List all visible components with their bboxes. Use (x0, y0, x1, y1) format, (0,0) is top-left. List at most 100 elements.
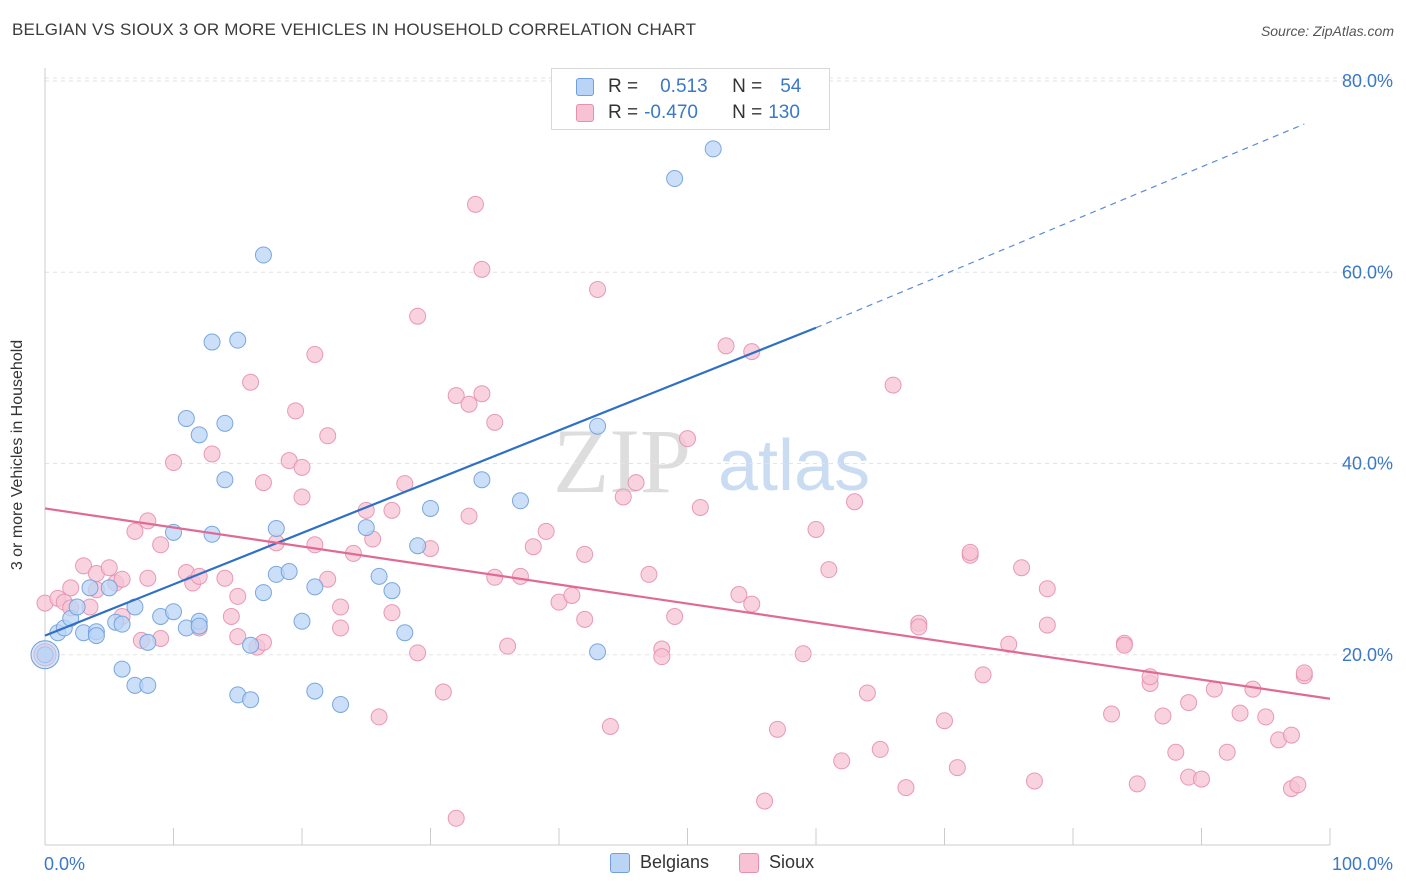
data-point (666, 608, 684, 625)
watermark-atlas: atlas (718, 426, 870, 506)
data-point (499, 637, 517, 655)
data-point (1231, 704, 1249, 722)
x-tick-label: 0.0% (44, 854, 85, 874)
data-point (627, 474, 645, 492)
data-point (640, 565, 658, 583)
data-point (280, 563, 298, 581)
data-point (126, 522, 144, 540)
data-point (306, 345, 324, 363)
data-point (1205, 680, 1223, 698)
data-point (846, 493, 864, 511)
data-point (216, 569, 234, 587)
data-point (1025, 772, 1043, 790)
data-point (589, 417, 607, 435)
data-point (139, 676, 157, 694)
data-point (704, 140, 722, 158)
legend-n-label: N = (732, 102, 763, 123)
data-point (614, 488, 632, 506)
tick-labels: 20.0% 40.0% 60.0% 80.0% 0.0% 100.0% (44, 71, 1393, 874)
data-point (254, 246, 272, 264)
data-point (524, 538, 542, 556)
legend-item-sioux[interactable]: Sioux (739, 852, 814, 873)
data-point (1154, 707, 1172, 725)
legend-swatch-belgians (610, 852, 630, 873)
data-point (203, 333, 221, 351)
data-point (576, 610, 594, 628)
data-point (511, 492, 529, 510)
data-point (100, 579, 118, 597)
data-point (409, 644, 427, 662)
data-point (486, 413, 504, 431)
data-point (319, 427, 337, 445)
legend-r-value: 0.513 (660, 76, 708, 97)
axes (44, 68, 1331, 846)
data-point (229, 331, 247, 349)
data-point (370, 708, 388, 726)
data-point (768, 720, 786, 738)
data-point (306, 536, 324, 554)
data-point (653, 648, 671, 666)
data-point (1282, 726, 1300, 744)
data-point (1257, 708, 1275, 726)
data-point (152, 536, 170, 554)
data-point (563, 586, 581, 604)
data-point (1013, 559, 1031, 577)
data-point (447, 809, 465, 827)
data-point (511, 567, 529, 585)
legend-row-sioux: R = -0.470 N = 130 (576, 101, 800, 125)
data-point (794, 645, 812, 663)
data-point (1103, 705, 1121, 723)
data-point (287, 402, 305, 420)
data-point (833, 752, 851, 770)
data-point (1193, 770, 1210, 788)
y-tick-label: 80.0% (1342, 71, 1393, 91)
data-point (242, 636, 260, 654)
data-point (1115, 636, 1133, 654)
data-point (87, 627, 105, 645)
data-point (473, 260, 491, 278)
data-point (1295, 664, 1313, 682)
data-point (30, 640, 60, 670)
data-point (306, 578, 324, 596)
y-tick-label: 60.0% (1342, 262, 1393, 282)
data-point (293, 458, 311, 476)
data-point (81, 579, 99, 597)
legend-r-label: R = (608, 76, 639, 97)
legend-row-belgians: R = 0.513 N = 54 (576, 75, 801, 99)
stats-legend: R = 0.513 N = 54 R = -0.470 N = 130 (551, 68, 830, 130)
data-point (229, 587, 247, 605)
x-tick-label: 100.0% (1332, 854, 1393, 874)
y-tick-label: 20.0% (1342, 645, 1393, 665)
data-point (383, 501, 401, 519)
data-point (858, 684, 876, 702)
data-point (422, 499, 439, 517)
data-point (897, 779, 915, 797)
data-point (203, 445, 221, 463)
data-point (871, 740, 889, 758)
data-point (165, 603, 182, 621)
legend-swatch-sioux (739, 852, 760, 873)
data-point (177, 410, 195, 428)
y-axis-label: 3 or more Vehicles in Household (9, 339, 26, 571)
data-point (332, 619, 350, 637)
data-point (910, 618, 928, 636)
data-point (948, 759, 966, 777)
y-tick-label: 40.0% (1342, 454, 1393, 474)
data-point (113, 570, 131, 588)
data-point (190, 617, 208, 635)
data-point (216, 471, 234, 489)
data-point (165, 454, 182, 472)
data-point (68, 598, 86, 616)
data-point (62, 579, 80, 597)
data-point (884, 376, 902, 394)
data-point (460, 507, 478, 525)
data-point (756, 792, 774, 810)
data-point (254, 474, 272, 492)
legend-item-belgians[interactable]: Belgians (610, 852, 709, 873)
data-point (267, 520, 285, 538)
legend-swatch-belgians (576, 78, 594, 96)
data-point (961, 543, 979, 561)
data-point (357, 519, 375, 537)
data-point (370, 567, 388, 585)
data-point (113, 660, 131, 678)
